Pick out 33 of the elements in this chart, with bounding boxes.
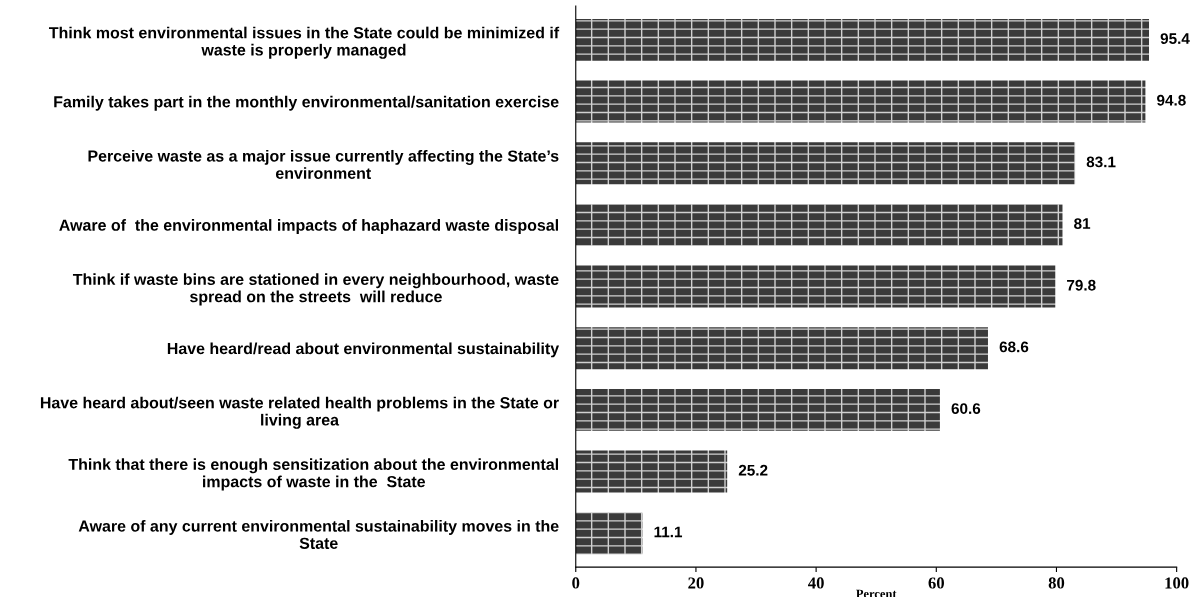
x-tick-label: 0 [572,577,580,589]
data-label: 25.2 [738,464,768,476]
y-tick-label: Have heard about/seen waste related health problems in the State or living area [40,396,559,429]
x-tick-label: 40 [808,577,824,589]
data-label: 83.1 [1086,156,1116,168]
bar [575,18,1150,61]
bar [575,265,1056,308]
data-label: 81 [1074,218,1091,229]
bar [575,450,728,493]
y-tick-label: Family takes part in the monthly environmental/sanitation exercise [54,95,559,111]
y-tick-label: Think if waste bins are stationed in every neighbourhood, waste spread on the streets will reduce [72,273,559,306]
data-label: 60.6 [951,403,981,414]
x-tick-label: 100 [1165,577,1189,589]
y-tick-label: Aware of the environmental impacts of haphazard waste disposal [59,219,558,234]
y-tick-label: Have heard/read about environmental sustainability [167,342,560,358]
bar [575,203,1063,246]
data-label: 79.8 [1067,279,1096,291]
bar [575,327,988,370]
y-tick-label: Perceive waste as a major issue currently affecting the State’s environment [88,149,559,179]
data-label: 94.8 [1157,94,1186,106]
y-tick-label: Aware of any current environmental sustainability moves in the State [78,520,559,549]
y-tick-label: Think that there is enough sensitization about the environmental impacts of waste in the State [68,458,558,491]
bar [575,388,940,431]
x-tick-label: 60 [928,577,944,589]
bar [575,512,643,555]
data-label: 95.4 [1160,33,1190,44]
data-label: 11.1 [654,526,683,538]
y-tick-label: Think most environmental issues in the State could be minimized if waste is properly managed [48,26,560,59]
bar [575,80,1146,123]
x-tick-label: 20 [688,577,704,589]
x-tick-label: 80 [1048,577,1065,589]
data-label: 68.6 [999,341,1029,353]
bar [575,142,1076,185]
